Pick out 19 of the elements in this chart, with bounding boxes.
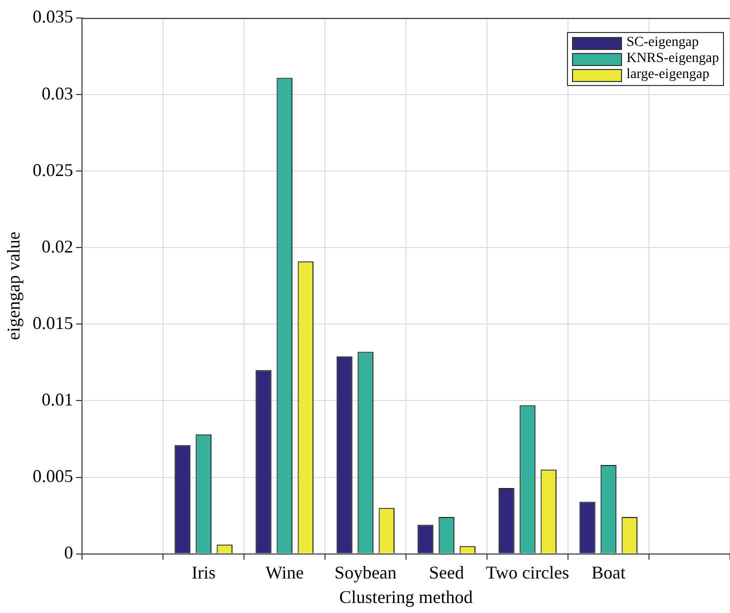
y-tick-label: 0.015	[32, 312, 74, 333]
y-tick-label: 0.035	[32, 6, 74, 27]
legend-label: KNRS-eigengap	[626, 51, 719, 67]
x-tick-label: Two circles	[486, 562, 570, 582]
y-tick-label: 0.03	[42, 83, 74, 104]
y-tick-label: 0.01	[42, 389, 74, 410]
x-tick-label: Boat	[592, 562, 626, 582]
x-tick-label: Soybean	[334, 562, 397, 582]
legend-label: SC-eigengap	[626, 35, 699, 51]
legend-label: large-eigengap	[626, 67, 710, 83]
y-tick-label: 0	[64, 542, 74, 563]
x-axis-title: Clustering method	[339, 586, 473, 607]
x-tick-label: Iris	[192, 562, 216, 582]
x-tick-label: Seed	[429, 562, 464, 582]
y-axis-title: eigengap value	[4, 232, 24, 340]
x-tick-label: Wine	[265, 562, 304, 582]
y-tick-label: 0.025	[32, 160, 74, 180]
y-tick-label: 0.02	[42, 236, 74, 256]
y-tick-label: 0.005	[32, 466, 74, 486]
